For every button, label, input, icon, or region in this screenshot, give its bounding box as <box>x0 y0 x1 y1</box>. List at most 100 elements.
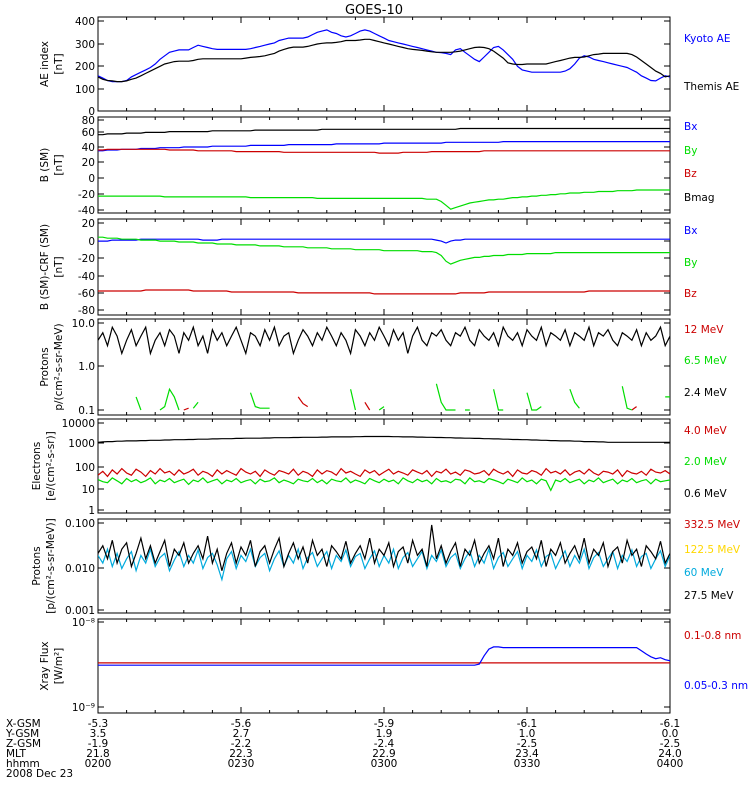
panel-5-series-4-0-mev <box>98 467 670 478</box>
panel-1-series-kyoto-ae <box>98 29 670 83</box>
xaxis-value: 24.0 <box>658 748 681 760</box>
panel-2-ytick-label: -20 <box>78 189 95 201</box>
xaxis-value: 21.8 <box>86 748 109 760</box>
panel-2-legend-bx: Bx <box>684 121 697 133</box>
panel-2-ytick-label: 40 <box>82 142 95 154</box>
xaxis-row-label: X-GSM <box>6 718 41 730</box>
panel-3-series-bz <box>98 289 670 295</box>
panel-6-legend-60-mev: 60 MeV <box>684 567 724 579</box>
panel-1-legend-themis-ae: Themis AE <box>683 81 739 93</box>
panel-4-ytick-label: 0.1 <box>78 405 95 417</box>
panel-2-ytick-label: 0 <box>88 173 95 185</box>
panel-7-series-0-05-0-3-nm <box>98 646 670 666</box>
panel-2-ytick-label: -40 <box>78 205 95 217</box>
panel-1-frame <box>97 16 671 112</box>
panel-7-legend-0-05-0-3-nm: 0.05-0.3 nm <box>684 680 748 692</box>
panel-2-ytick-label: 20 <box>82 157 95 169</box>
panel-3-legend-by: By <box>684 257 697 269</box>
xaxis-date: 2008 Dec 23 <box>6 768 73 780</box>
panel-2-ytick-label: 60 <box>82 127 95 139</box>
panel-1-ytick-label: 400 <box>75 16 95 28</box>
xaxis-value: -6.1 <box>517 718 538 730</box>
xaxis-value: -6.1 <box>660 718 681 730</box>
panel-5-ytick-label: 100 <box>75 462 95 474</box>
xaxis-value: 0230 <box>228 758 255 770</box>
panel-4-series-6-5-mev <box>135 383 670 411</box>
panel-3-frame <box>97 218 671 316</box>
panel-5-frame <box>97 418 671 514</box>
panel-1-ylabel: AE index <box>39 41 51 87</box>
panel-4-ylabel: Protons <box>39 347 51 386</box>
xaxis-value: -2.4 <box>374 738 395 750</box>
panel-5-ytick-label: 10000 <box>62 418 95 430</box>
xaxis-value: 0300 <box>371 758 398 770</box>
xaxis-value: 23.4 <box>515 748 539 760</box>
xaxis-value: -2.5 <box>517 738 538 750</box>
panel-5-legend-2-0-mev: 2.0 MeV <box>684 456 728 468</box>
panel-3-ytick-label: -40 <box>78 271 95 283</box>
panel-5-ytick-label: 1 <box>88 505 95 517</box>
xaxis-value: 22.3 <box>229 748 252 760</box>
panel-2-ytick-label: 80 <box>82 115 95 127</box>
panel-2-series-bmag <box>98 127 670 136</box>
panel-7-ylabel: Xray Flux <box>39 641 51 690</box>
panel-5-ylabel: Electrons <box>31 442 43 491</box>
panel-6-ytick-label: 0.100 <box>65 518 95 530</box>
panel-6-series-27-5-mev <box>98 524 670 571</box>
panel-3-ytick-label: -20 <box>78 253 95 265</box>
xaxis-value: 0200 <box>85 758 112 770</box>
panel-3-legend-bz: Bz <box>684 288 697 300</box>
panel-4-yunit: p/(cm²-s-sr-MeV) <box>53 323 65 410</box>
xaxis-value: 22.9 <box>372 748 395 760</box>
panel-5-legend-4-0-mev: 4.0 MeV <box>684 425 728 437</box>
panel-1-legend-kyoto-ae: Kyoto AE <box>684 33 730 45</box>
panel-1-yunit: [nT] <box>53 53 65 74</box>
panel-2-legend-bmag: Bmag <box>684 192 715 204</box>
panel-6-legend-332-5-mev: 332.5 MeV <box>684 519 741 531</box>
panel-3-ytick-label: -60 <box>78 288 95 300</box>
xaxis-value: 2.7 <box>233 728 250 740</box>
panel-7-ytick-label: 10⁻⁸ <box>72 617 95 629</box>
panel-2-yunit: [nT] <box>53 154 65 175</box>
xaxis-value: -1.9 <box>88 738 109 750</box>
panel-3-series-by <box>98 236 670 265</box>
panel-4-legend-6-5-mev: 6.5 MeV <box>684 355 728 367</box>
panel-4-legend-12-mev: 12 MeV <box>684 324 724 336</box>
xaxis-value: 0.0 <box>662 728 679 740</box>
panel-5-ytick-label: 1000 <box>68 438 95 450</box>
panel-3-ylabel: B (SM)-CRF (SM) <box>39 224 51 310</box>
xaxis-value: 0400 <box>657 758 684 770</box>
panel-1-ytick-label: 0 <box>88 106 95 118</box>
panel-6-ytick-label: 0.010 <box>65 563 95 575</box>
xaxis-value: 1.0 <box>519 728 536 740</box>
panel-1-ytick-label: 200 <box>75 61 95 73</box>
panel-7-frame <box>97 618 671 714</box>
panel-2-series-bz <box>98 148 670 154</box>
panel-7-ytick-label: 10⁻⁹ <box>72 702 95 714</box>
panel-7-legend-0-1-0-8-nm: 0.1-0.8 nm <box>684 630 741 642</box>
panel-3-yunit: [nT] <box>53 256 65 277</box>
panel-6-legend-27-5-mev: 27.5 MeV <box>684 590 734 602</box>
panel-1-ytick-label: 300 <box>75 39 95 51</box>
panel-3-series-bx <box>98 238 670 244</box>
panel-4-legend-2-4-mev: 2.4 MeV <box>684 387 728 399</box>
panel-4-ytick-label: 1.0 <box>78 361 95 373</box>
panel-5-ytick-label: 10 <box>82 484 95 496</box>
panel-6-legend-122-5-mev: 122.5 MeV <box>684 544 741 556</box>
xaxis-value: 3.5 <box>90 728 107 740</box>
chart-title: GOES-10 <box>345 3 403 18</box>
xaxis-value: -5.3 <box>88 718 109 730</box>
panel-1-series-themis-ae <box>98 38 670 83</box>
panel-5-yunit: [e/(cm²-s-sr)] <box>45 431 57 500</box>
panel-3-ytick-label: 20 <box>82 218 95 230</box>
xaxis-row-label: Y-GSM <box>5 728 39 740</box>
panel-3-ytick-label: -80 <box>78 305 95 317</box>
xaxis-row-label: hhmm <box>6 758 40 770</box>
panel-2-series-bx <box>98 141 670 152</box>
panel-6-yunit: [p/(cm²-s-sr-MeV)] <box>45 518 57 613</box>
xaxis-value: -2.2 <box>231 738 252 750</box>
xaxis-value: 0330 <box>514 758 541 770</box>
panel-5-legend-0-6-mev: 0.6 MeV <box>684 488 728 500</box>
panel-1-ytick-label: 100 <box>75 84 95 96</box>
